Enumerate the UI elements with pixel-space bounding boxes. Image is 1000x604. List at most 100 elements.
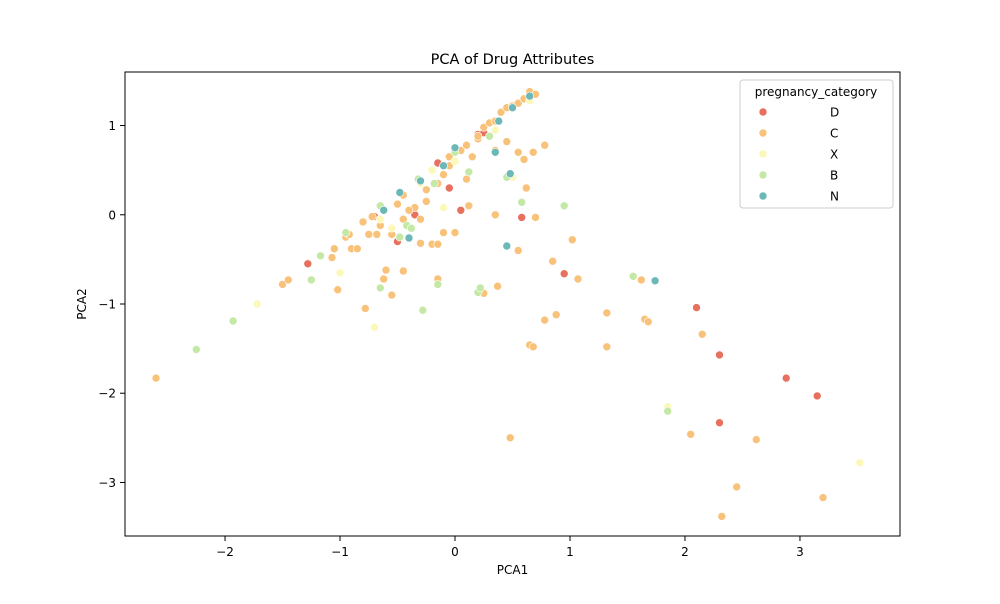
legend-marker-N xyxy=(758,191,768,201)
point-X xyxy=(375,214,385,224)
point-C xyxy=(602,342,612,352)
legend-box xyxy=(739,79,894,209)
point-B xyxy=(475,283,485,293)
point-C xyxy=(732,482,742,492)
point-C xyxy=(513,148,523,157)
y-tick-label: −3 xyxy=(98,476,116,490)
x-tick-label: 0 xyxy=(451,545,459,559)
point-C xyxy=(462,140,471,150)
point-C xyxy=(502,137,512,146)
point-D xyxy=(559,269,569,279)
point-B xyxy=(433,280,443,289)
legend-label-B: B xyxy=(830,169,838,183)
point-X xyxy=(387,223,397,233)
point-C xyxy=(493,281,502,291)
point-D xyxy=(517,213,527,222)
point-X xyxy=(335,268,345,278)
point-C xyxy=(450,228,460,237)
point-C xyxy=(151,373,161,383)
y-tick-label: 0 xyxy=(108,208,116,222)
point-C xyxy=(643,317,653,327)
scatter-points xyxy=(151,87,865,521)
point-B xyxy=(517,198,527,207)
legend-label-C: C xyxy=(830,127,838,141)
point-C xyxy=(505,433,515,443)
point-B xyxy=(375,283,385,293)
point-X xyxy=(855,458,865,468)
x-tick-label: −1 xyxy=(331,545,349,559)
point-N xyxy=(650,276,660,286)
point-C xyxy=(573,274,583,284)
point-B xyxy=(406,223,416,233)
point-C xyxy=(372,230,382,239)
point-C xyxy=(439,170,448,179)
point-C xyxy=(479,123,489,132)
point-B xyxy=(341,228,351,237)
point-D xyxy=(781,373,791,383)
point-C xyxy=(421,185,431,195)
point-D xyxy=(456,206,466,215)
point-C xyxy=(439,228,448,237)
point-B xyxy=(228,316,238,326)
point-C xyxy=(513,246,523,255)
y-axis-label: PCA2 xyxy=(75,288,89,319)
point-D xyxy=(715,350,724,360)
point-C xyxy=(278,280,287,289)
legend-label-D: D xyxy=(830,106,839,120)
y-tick-label: 1 xyxy=(108,119,116,133)
point-B xyxy=(559,201,569,211)
point-B xyxy=(395,232,405,242)
point-N xyxy=(494,116,504,126)
point-C xyxy=(327,253,337,262)
point-C xyxy=(528,342,538,352)
point-C xyxy=(490,210,500,220)
point-C xyxy=(333,285,343,295)
point-C xyxy=(717,512,727,521)
point-C xyxy=(352,244,362,253)
point-C xyxy=(602,308,612,318)
point-C xyxy=(751,435,761,444)
point-N xyxy=(439,161,448,170)
legend-title: pregnancy_category xyxy=(755,85,878,99)
point-B xyxy=(464,167,474,177)
point-C xyxy=(636,275,646,285)
point-C xyxy=(404,206,414,215)
point-C xyxy=(387,290,397,300)
x-tick-label: 3 xyxy=(796,545,804,559)
x-axis-ticks: −2 −1 0 1 2 3 xyxy=(216,536,804,559)
point-C xyxy=(364,230,374,239)
x-tick-label: 2 xyxy=(681,545,689,559)
point-C xyxy=(473,131,483,141)
point-X xyxy=(450,156,460,166)
point-C xyxy=(513,98,523,108)
y-axis-ticks: −3 −2 −1 0 1 xyxy=(98,119,125,490)
point-D xyxy=(812,391,822,401)
point-X xyxy=(427,165,437,175)
point-N xyxy=(505,169,515,178)
y-tick-label: −1 xyxy=(98,298,116,312)
point-B xyxy=(628,271,638,281)
point-B xyxy=(429,179,439,188)
point-C xyxy=(531,213,540,222)
point-C xyxy=(467,152,477,162)
point-C xyxy=(433,239,443,249)
point-B xyxy=(192,345,201,354)
point-C xyxy=(360,304,370,313)
point-C xyxy=(697,329,707,339)
chart-title: PCA of Drug Attributes xyxy=(431,52,595,68)
point-C xyxy=(540,315,550,325)
x-axis-label: PCA1 xyxy=(497,563,528,577)
point-C xyxy=(398,266,408,276)
point-C xyxy=(686,429,696,439)
point-D xyxy=(444,183,454,193)
point-C xyxy=(416,239,425,248)
point-N xyxy=(416,176,425,186)
point-N xyxy=(379,206,389,215)
point-C xyxy=(416,214,425,224)
point-C xyxy=(358,217,368,227)
point-N xyxy=(508,103,517,112)
point-D xyxy=(692,303,701,312)
legend-label-N: N xyxy=(830,190,839,204)
